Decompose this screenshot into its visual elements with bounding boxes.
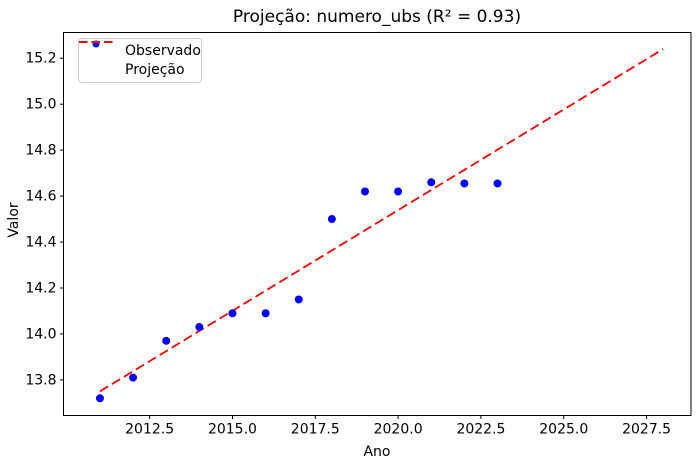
data-point xyxy=(327,215,336,224)
plot-frame xyxy=(63,32,692,416)
data-point xyxy=(228,309,237,318)
x-tick-label: 2027.5 xyxy=(622,422,671,438)
y-tick-label: 14.0 xyxy=(25,326,56,342)
x-axis-label: Ano xyxy=(363,444,390,460)
data-point xyxy=(493,179,502,188)
chart-title: Projeção: numero_ubs (R² = 0.93) xyxy=(233,7,521,27)
legend-item-projecao: Projeção xyxy=(79,41,197,80)
data-point xyxy=(360,187,369,196)
legend-label-observado: Observado xyxy=(125,42,201,59)
x-tick-label: 2012.5 xyxy=(125,422,174,438)
x-tick-label: 2017.5 xyxy=(291,422,340,438)
data-point xyxy=(95,394,104,403)
data-point xyxy=(294,295,303,304)
data-point xyxy=(195,323,204,332)
y-tick-label: 13.8 xyxy=(25,372,56,388)
legend: Observado Projeção xyxy=(78,38,202,83)
x-tick-label: 2020.0 xyxy=(374,422,423,438)
x-tick-label: 2022.5 xyxy=(456,422,505,438)
legend-label-projecao: Projeção xyxy=(125,62,185,79)
y-tick-label: 14.8 xyxy=(25,143,56,159)
data-point xyxy=(261,309,270,318)
y-tick-label: 14.6 xyxy=(25,189,56,205)
projection-line xyxy=(99,48,664,393)
y-axis-label: Valor xyxy=(6,202,22,238)
y-tick-label: 14.2 xyxy=(25,280,56,296)
y-tick-label: 15.2 xyxy=(25,51,56,67)
x-tick-label: 2025.0 xyxy=(539,422,588,438)
y-tick-label: 15.0 xyxy=(25,97,56,113)
data-point xyxy=(394,187,403,196)
data-point xyxy=(129,373,138,382)
data-point xyxy=(460,179,469,188)
x-tick-label: 2015.0 xyxy=(208,422,257,438)
data-point xyxy=(162,336,171,345)
y-tick-label: 14.4 xyxy=(25,235,56,251)
data-point xyxy=(427,178,436,187)
plot-area: 2012.5 2015.0 2017.5 2020.0 2022.5 2025.0 2027… xyxy=(25,32,692,438)
